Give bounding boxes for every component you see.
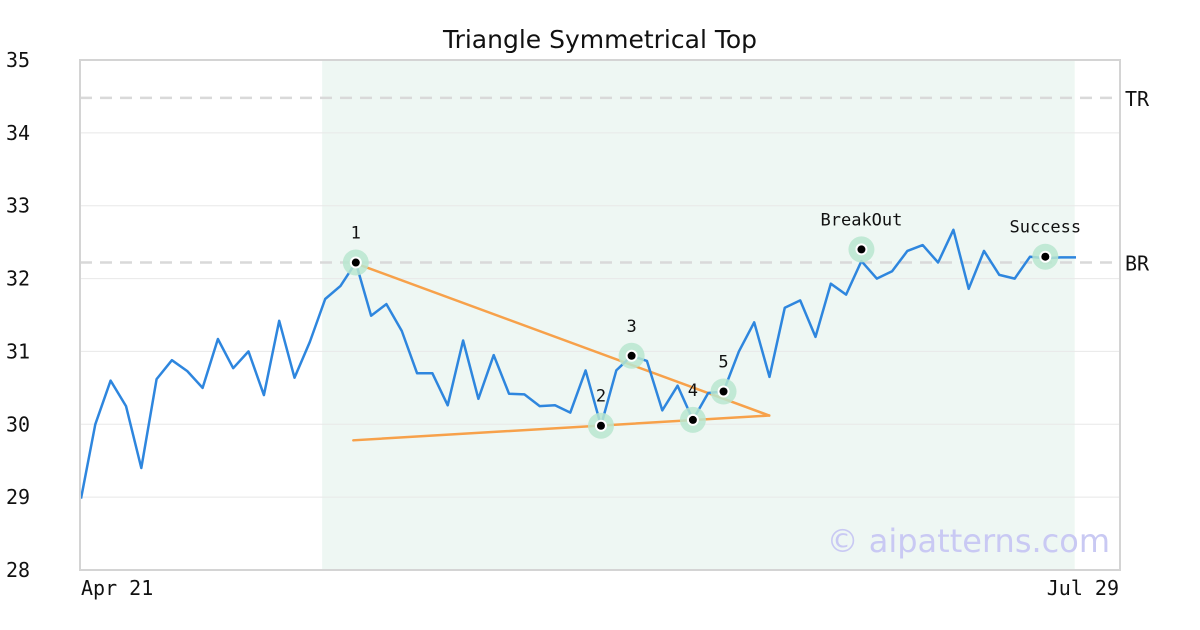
y-tick-label: 30 [6,412,30,436]
level-label: TR [1125,87,1150,111]
point-marker-dot [351,258,360,267]
y-tick-label: 28 [6,558,30,582]
point-label: 5 [718,353,728,373]
trendline [352,261,771,417]
series-line [79,228,1076,499]
pattern-points: 1 2 3 45 BreakOut Success [342,210,1081,439]
y-tick-label: 35 [6,48,30,72]
point-label: Success [1009,218,1081,238]
point-label: 1 [351,224,361,244]
y-tick-label: 33 [6,194,30,218]
level-lines: TR BR [80,87,1150,276]
point-marker-dot [596,421,605,430]
x-tick-label: Apr 21 [81,576,153,600]
price-series [79,228,1076,499]
watermark: © aipatterns.com [827,522,1110,560]
point-marker-dot [627,351,636,360]
y-tick-label: 31 [6,339,30,363]
plot-frame [79,59,1121,571]
x-tick-label: Jul 29 [1047,576,1119,600]
y-axis-ticks: 28 29 30 31 32 33 34 35 [6,48,30,582]
point-marker-dot [1041,252,1050,261]
point-label: 3 [626,317,636,337]
y-tick-label: 29 [6,485,30,509]
point-label: BreakOut [821,210,903,230]
point-marker-dot [719,387,728,396]
chart-title: Triangle Symmetrical Top [442,25,757,54]
level-label: BR [1125,252,1150,276]
point-label: 4 [688,381,698,401]
point-marker-dot [688,415,697,424]
y-tick-label: 34 [6,121,30,145]
x-axis-ticks: Apr 21 Jul 29 [81,576,1119,600]
point-marker-dot [857,245,866,254]
pattern-zone [322,60,1075,570]
point-label: 2 [596,387,606,407]
y-tick-label: 32 [6,267,30,291]
